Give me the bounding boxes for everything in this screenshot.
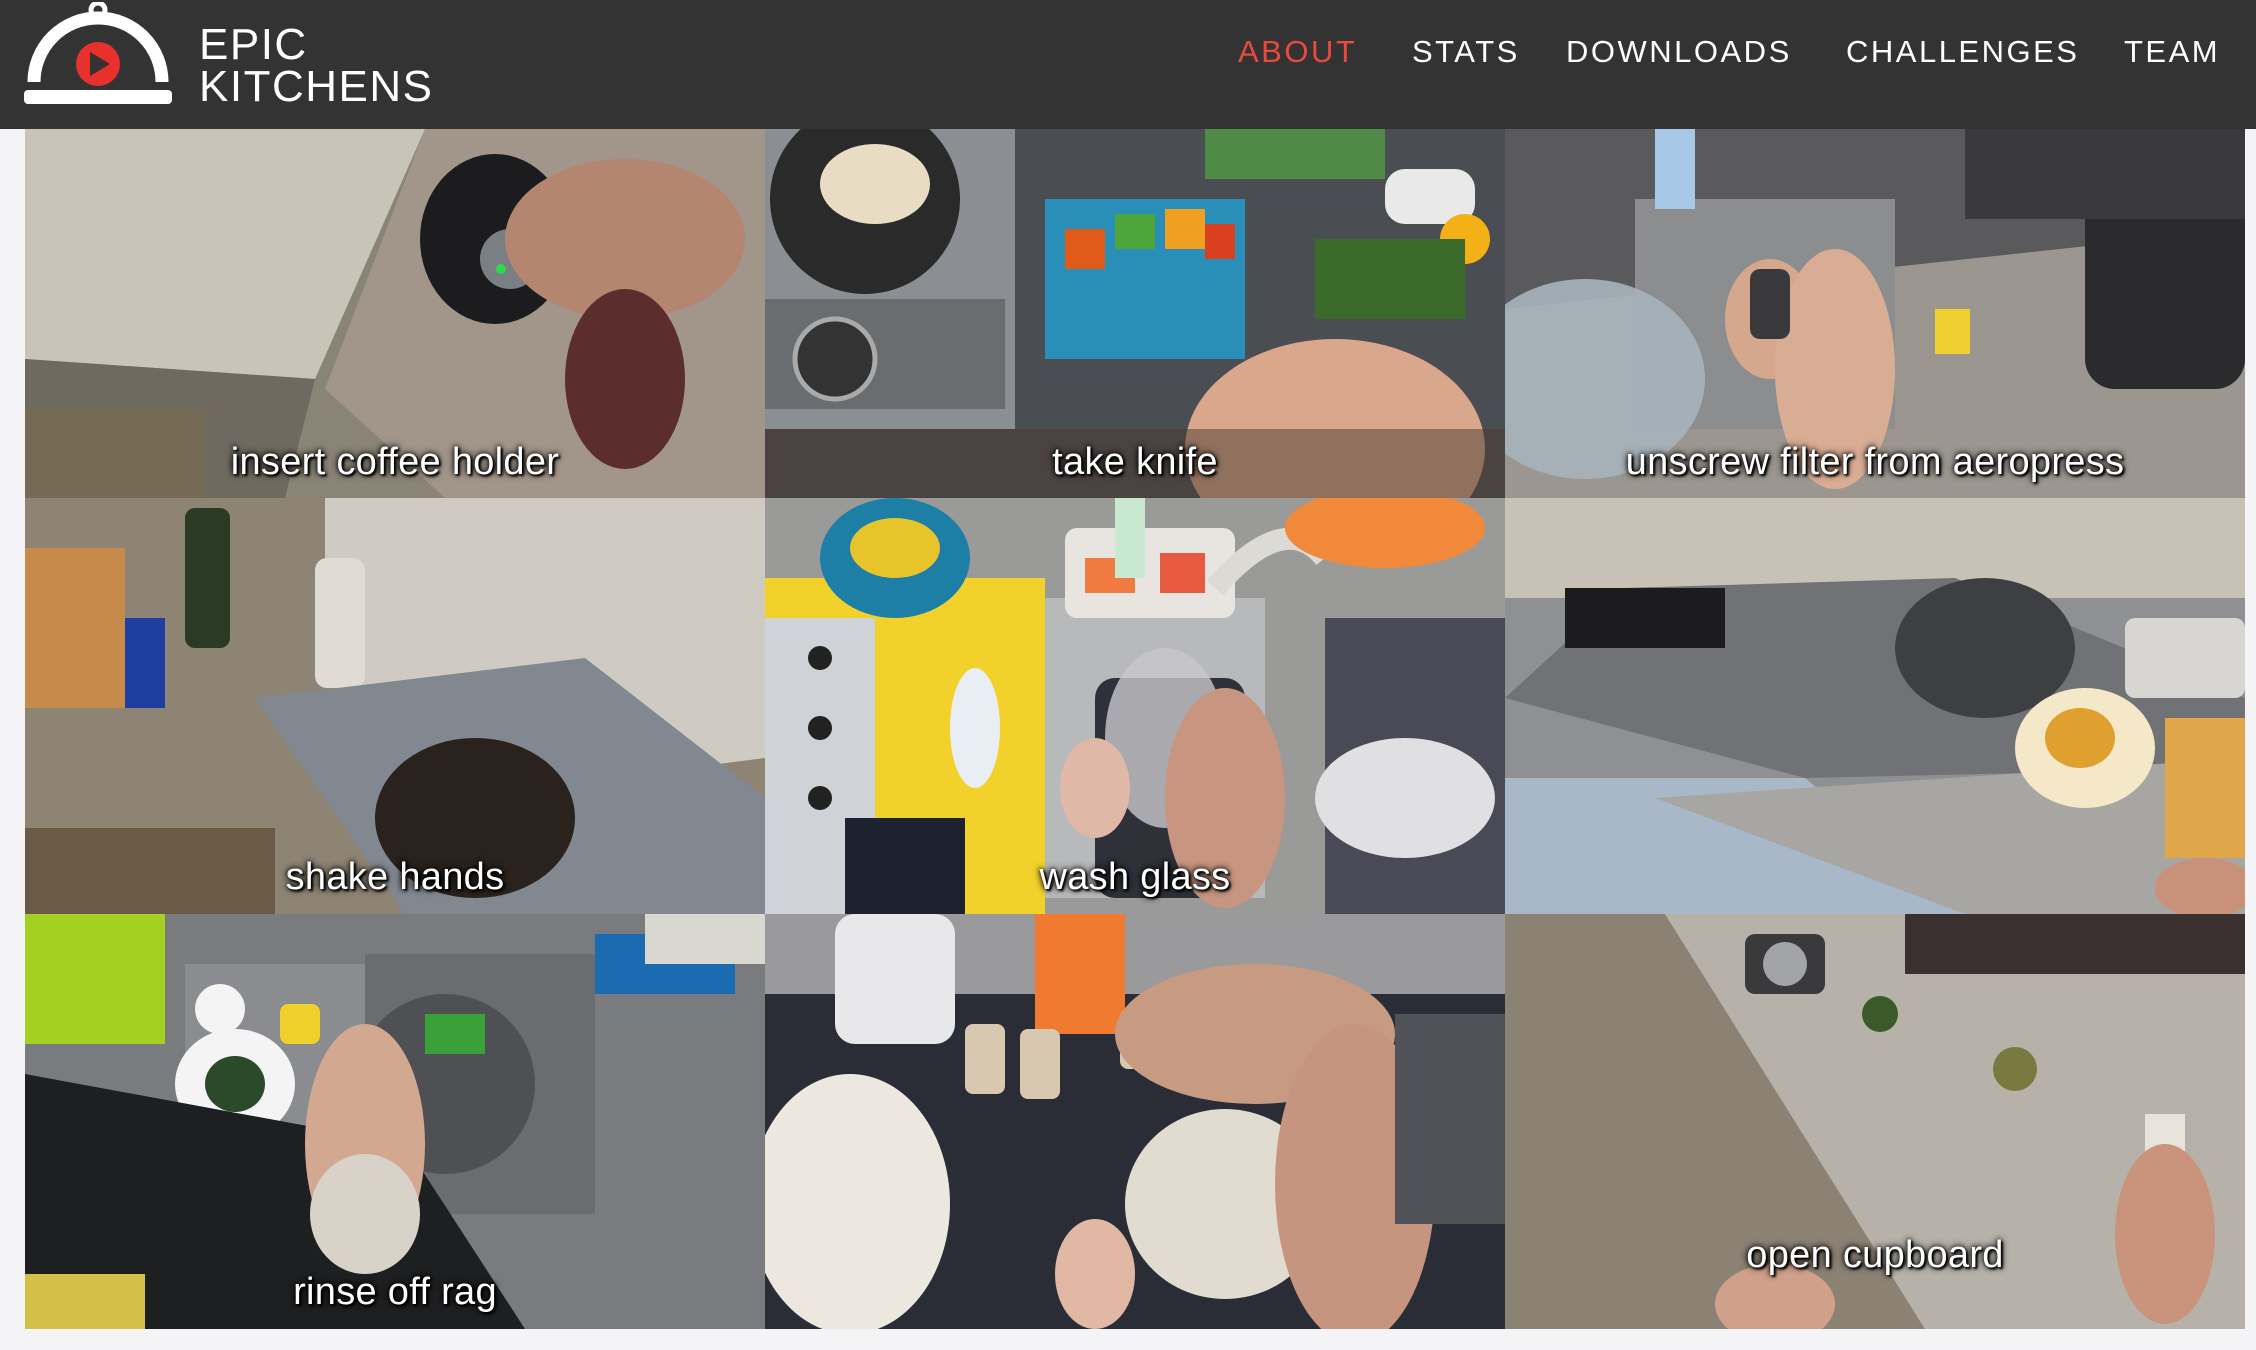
video-tile-wash-glass[interactable]: wash glass bbox=[765, 498, 1505, 914]
video-tile-rolling-dough[interactable] bbox=[765, 914, 1505, 1329]
tile-caption: take knife bbox=[1052, 441, 1218, 483]
brand-line-2: KITCHENS bbox=[199, 62, 434, 111]
nav-stats[interactable]: STATS bbox=[1412, 34, 1520, 69]
video-tile-kitchen-counter[interactable] bbox=[1505, 498, 2245, 914]
tile-caption: unscrew filter from aeropress bbox=[1625, 441, 2125, 483]
video-grid: insert coffee holder take knife bbox=[0, 129, 2256, 1329]
brand-line-1: EPIC bbox=[199, 20, 308, 69]
nav-about[interactable]: ABOUT bbox=[1238, 34, 1358, 69]
video-frame bbox=[1505, 498, 2245, 914]
video-tile-shake-hands[interactable]: shake hands bbox=[25, 498, 765, 914]
video-tile-unscrew-filter[interactable]: unscrew filter from aeropress bbox=[1505, 129, 2245, 498]
video-frame bbox=[1505, 129, 2245, 498]
video-frame bbox=[765, 129, 1505, 498]
video-frame bbox=[25, 498, 765, 914]
top-navigation-bar: EPIC KITCHENS ABOUT STATS DOWNLOADS CHAL… bbox=[0, 0, 2256, 129]
tile-caption: insert coffee holder bbox=[230, 441, 560, 483]
tile-caption: rinse off rag bbox=[293, 1271, 497, 1313]
video-frame bbox=[1505, 914, 2245, 1329]
nav-downloads[interactable]: DOWNLOADS bbox=[1566, 34, 1792, 69]
video-tile-insert-coffee-holder[interactable]: insert coffee holder bbox=[25, 129, 765, 498]
video-frame bbox=[25, 914, 765, 1329]
video-frame bbox=[765, 498, 1505, 914]
tile-caption: shake hands bbox=[285, 856, 505, 898]
video-tile-open-cupboard[interactable]: open cupboard bbox=[1505, 914, 2245, 1329]
video-tile-take-knife[interactable]: take knife bbox=[765, 129, 1505, 498]
video-frame bbox=[765, 914, 1505, 1329]
video-frame bbox=[25, 129, 765, 498]
nav-challenges[interactable]: CHALLENGES bbox=[1846, 34, 2080, 69]
video-tile-rinse-off-rag[interactable]: rinse off rag bbox=[25, 914, 765, 1329]
nav-team[interactable]: TEAM bbox=[2124, 34, 2221, 69]
tile-caption: wash glass bbox=[1039, 856, 1231, 898]
tile-caption: open cupboard bbox=[1746, 1234, 2004, 1276]
brand-wordmark[interactable]: EPIC KITCHENS bbox=[199, 20, 434, 111]
cloche-play-icon[interactable] bbox=[22, 2, 174, 108]
page-background bbox=[0, 1330, 2256, 1350]
